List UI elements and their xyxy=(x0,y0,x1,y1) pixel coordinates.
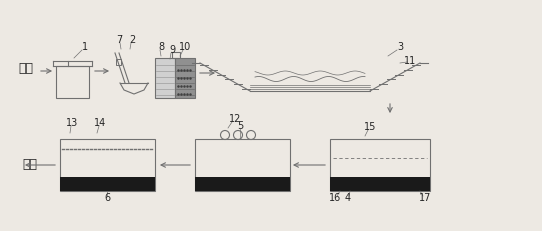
Text: 5: 5 xyxy=(237,121,243,131)
Text: 3: 3 xyxy=(397,42,403,52)
Text: 2: 2 xyxy=(129,35,135,45)
Text: 12: 12 xyxy=(229,114,241,124)
Bar xyxy=(60,139,155,191)
Bar xyxy=(330,177,430,191)
Text: 7: 7 xyxy=(116,35,122,45)
Text: 13: 13 xyxy=(66,118,78,128)
Bar xyxy=(195,177,290,191)
Text: 9: 9 xyxy=(169,45,175,55)
Bar xyxy=(60,177,155,191)
Text: 11: 11 xyxy=(404,56,416,66)
Bar xyxy=(56,66,89,98)
Text: 10: 10 xyxy=(179,42,191,52)
Text: 污水: 污水 xyxy=(18,61,33,75)
Text: 出水: 出水 xyxy=(22,158,37,171)
Text: 1: 1 xyxy=(82,42,88,52)
Text: 6: 6 xyxy=(104,193,110,203)
Bar xyxy=(195,139,290,191)
Text: 15: 15 xyxy=(364,122,376,132)
Text: 8: 8 xyxy=(158,42,164,52)
Text: 4: 4 xyxy=(345,193,351,203)
Text: 14: 14 xyxy=(94,118,106,128)
Bar xyxy=(155,58,175,98)
Text: 16: 16 xyxy=(329,193,341,203)
Bar xyxy=(175,58,195,98)
Bar xyxy=(116,59,121,65)
Bar xyxy=(330,139,430,191)
Text: 17: 17 xyxy=(419,193,431,203)
Bar xyxy=(172,52,180,58)
